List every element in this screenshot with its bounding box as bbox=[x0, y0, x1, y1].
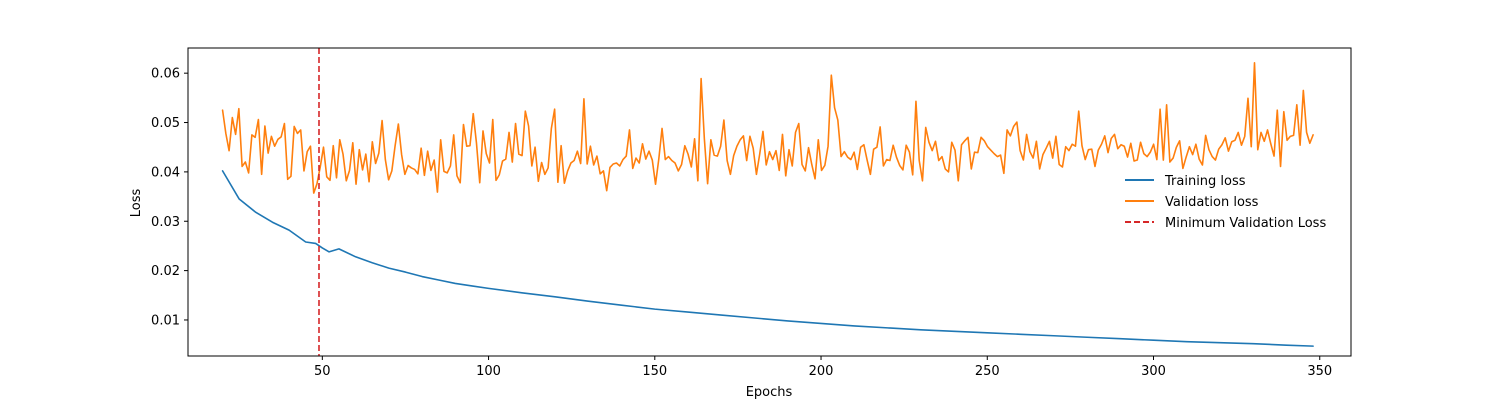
legend: Training loss Validation loss Minimum Va… bbox=[1125, 174, 1326, 231]
y-axis: 0.01 0.02 0.03 0.04 0.05 0.06 bbox=[151, 67, 188, 328]
series-line-training-loss bbox=[221, 170, 1314, 347]
series-line-validation-loss bbox=[221, 62, 1314, 194]
x-tick-label: 150 bbox=[642, 364, 667, 379]
plot-frame bbox=[187, 47, 1352, 357]
x-tick-label: 350 bbox=[1307, 364, 1332, 379]
plot-content bbox=[221, 48, 1314, 356]
x-axis-label: Epochs bbox=[746, 385, 793, 400]
y-tick-label: 0.02 bbox=[151, 264, 180, 279]
legend-label-min-val: Minimum Validation Loss bbox=[1165, 216, 1326, 231]
legend-label-validation: Validation loss bbox=[1165, 195, 1259, 210]
x-tick-label: 50 bbox=[314, 364, 331, 379]
y-axis-label: Loss bbox=[129, 189, 144, 218]
y-tick-label: 0.05 bbox=[151, 116, 180, 131]
x-tick-label: 100 bbox=[476, 364, 501, 379]
x-tick-label: 250 bbox=[975, 364, 1000, 379]
legend-label-training: Training loss bbox=[1164, 174, 1246, 189]
x-tick-label: 200 bbox=[809, 364, 834, 379]
x-tick-label: 300 bbox=[1141, 364, 1166, 379]
y-tick-label: 0.01 bbox=[151, 313, 180, 328]
y-tick-label: 0.03 bbox=[151, 215, 180, 230]
y-tick-label: 0.06 bbox=[151, 67, 180, 82]
y-tick-label: 0.04 bbox=[151, 165, 180, 180]
x-axis: 50 100 150 200 250 300 350 bbox=[314, 356, 1332, 379]
